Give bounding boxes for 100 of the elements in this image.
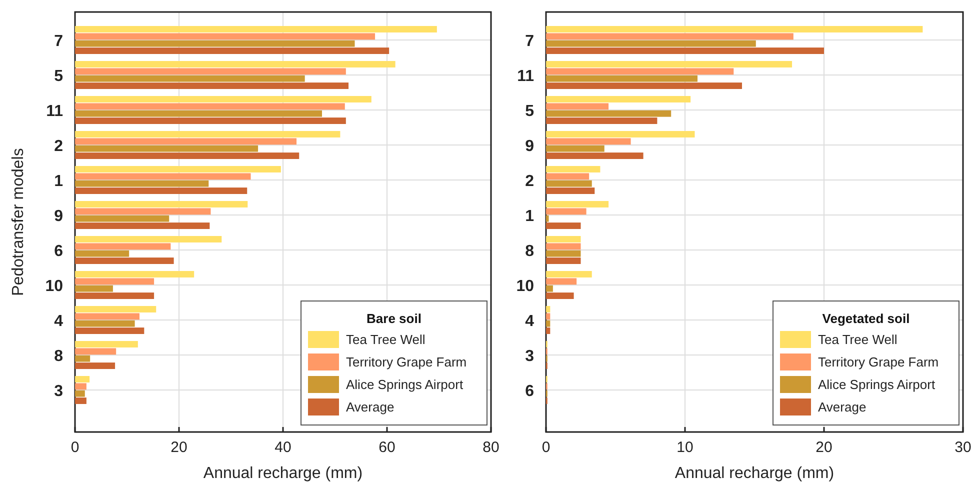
bar <box>75 306 156 312</box>
bar <box>75 110 322 117</box>
bar <box>546 118 658 124</box>
y-axis-title: Pedotransfer models <box>10 148 27 296</box>
bar <box>75 250 130 257</box>
bar <box>75 376 90 382</box>
bar <box>546 33 794 40</box>
bar <box>546 188 595 194</box>
x-tick-label: 20 <box>170 439 188 456</box>
bar <box>546 313 550 320</box>
bar <box>546 173 590 180</box>
bar <box>546 201 609 208</box>
bar <box>75 131 340 138</box>
x-axis-title: Annual recharge (mm) <box>674 465 834 482</box>
y-tick-label: 4 <box>525 313 534 330</box>
legend-label: Tea Tree Well <box>346 332 426 347</box>
bar <box>75 271 194 278</box>
bar <box>546 180 592 187</box>
bar <box>546 138 631 145</box>
legend-label: Territory Grape Farm <box>346 354 467 370</box>
bar <box>546 285 553 292</box>
y-tick-label: 5 <box>525 103 534 120</box>
y-tick-label: 4 <box>54 313 64 330</box>
bar <box>75 222 210 229</box>
y-tick-label: 8 <box>525 243 534 260</box>
legend-label: Average <box>346 400 394 414</box>
bar <box>75 138 297 145</box>
bar <box>75 103 345 110</box>
bar <box>75 118 346 124</box>
y-tick-label: 7 <box>525 33 534 50</box>
bar <box>75 362 116 369</box>
bar <box>546 131 695 138</box>
bar <box>546 292 574 299</box>
legend-label: Territory Grape Farm <box>818 354 939 370</box>
bar <box>546 152 644 159</box>
x-tick-label: 10 <box>676 439 694 456</box>
bar <box>546 96 691 102</box>
bar <box>75 208 211 215</box>
y-tick-label: 3 <box>54 383 64 400</box>
bar <box>546 48 824 54</box>
bar <box>75 390 85 397</box>
bar <box>75 398 86 404</box>
bar <box>75 201 248 208</box>
bar <box>75 68 346 75</box>
bar <box>546 236 581 242</box>
bar <box>546 110 672 117</box>
x-tick-label: 40 <box>274 439 292 456</box>
bar <box>546 208 586 215</box>
y-tick-label: 2 <box>54 138 64 155</box>
y-tick-label: 9 <box>54 208 64 225</box>
legend-label: Average <box>818 400 866 414</box>
bar <box>75 180 209 187</box>
bar <box>546 243 581 250</box>
bar <box>546 61 792 68</box>
bar <box>546 222 581 229</box>
bar <box>75 96 372 102</box>
bar <box>75 320 135 327</box>
y-tick-label: 1 <box>525 208 534 225</box>
bar <box>75 40 355 47</box>
y-tick-label: 6 <box>525 383 534 400</box>
legend-label: Tea Tree Well <box>818 332 898 347</box>
y-tick-label: 10 <box>516 278 534 295</box>
y-tick-label: 8 <box>54 348 64 365</box>
y-tick-label: 6 <box>54 243 64 260</box>
bar <box>546 258 581 264</box>
bar <box>75 48 390 54</box>
bar <box>75 236 222 242</box>
bar <box>75 152 300 159</box>
bar <box>546 40 756 47</box>
bar <box>75 243 171 250</box>
x-tick-label: 0 <box>542 439 550 456</box>
bar <box>546 166 600 172</box>
bar <box>75 166 281 172</box>
bar <box>75 173 251 180</box>
y-tick-label: 10 <box>45 278 64 295</box>
bar <box>546 320 550 327</box>
bar <box>75 285 113 292</box>
y-tick-label: 3 <box>525 348 534 365</box>
bar <box>75 341 138 348</box>
bar <box>75 348 116 355</box>
y-tick-label: 9 <box>525 138 534 155</box>
legend-label: Alice Springs Airport <box>818 377 936 392</box>
bar <box>546 103 609 110</box>
bar <box>75 61 396 68</box>
bar <box>546 278 577 285</box>
y-tick-label: 5 <box>54 68 64 85</box>
bar <box>75 215 170 222</box>
bar <box>75 75 305 82</box>
bar <box>75 292 154 299</box>
bar <box>546 328 550 334</box>
bar <box>75 313 140 320</box>
bar <box>75 145 258 152</box>
bar <box>546 145 604 152</box>
x-tick-label: 0 <box>70 439 80 456</box>
y-tick-label: 11 <box>517 68 534 85</box>
legend-title: Vegetated soil <box>822 311 910 326</box>
bar <box>75 278 154 285</box>
bar <box>75 188 248 194</box>
bar <box>75 383 86 390</box>
bar <box>75 355 90 362</box>
